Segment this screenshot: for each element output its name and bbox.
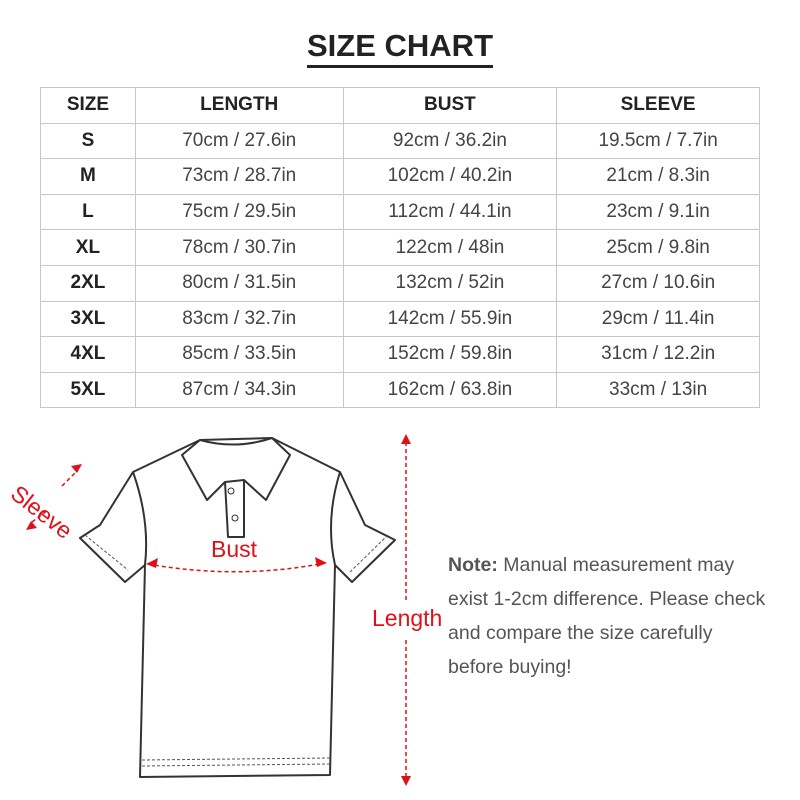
table-header-row: SIZE LENGTH BUST SLEEVE (40, 87, 760, 124)
measurement-cell: 152cm / 59.8in (342, 336, 558, 373)
measurement-cell: 73cm / 28.7in (134, 158, 344, 195)
measurement-cell: 19.5cm / 7.7in (556, 122, 760, 160)
measurement-cell: 142cm / 55.9in (342, 300, 558, 338)
table-row: 5XL 87cm / 34.3in 162cm / 63.8in 33cm / 13i… (40, 371, 760, 409)
measurement-note: Note: Manual measurement may exist 1-2cm… (448, 548, 768, 684)
page-title: SIZE CHART (0, 28, 800, 68)
measurement-cell: 87cm / 34.3in (134, 371, 344, 409)
table-row: L 75cm / 29.5in 112cm / 44.1in 23cm / 9.1in (40, 193, 760, 231)
column-header: BUST (342, 87, 558, 124)
size-cell: 2XL (40, 264, 136, 302)
measurement-cell: 102cm / 40.2in (342, 158, 558, 195)
measurement-cell: 27cm / 10.6in (556, 264, 760, 302)
size-cell: XL (40, 229, 136, 266)
measurement-cell: 75cm / 29.5in (134, 193, 344, 231)
measurement-cell: 23cm / 9.1in (556, 193, 760, 231)
measurement-cell: 92cm / 36.2in (342, 122, 558, 160)
measurement-cell: 162cm / 63.8in (342, 371, 558, 409)
table-row: M 73cm / 28.7in 102cm / 40.2in 21cm / 8.3in (40, 158, 760, 195)
measurement-cell: 21cm / 8.3in (556, 158, 760, 195)
size-cell: M (40, 158, 136, 195)
table-row: S 70cm / 27.6in 92cm / 36.2in 19.5cm / 7.7i… (40, 122, 760, 160)
measurement-cell: 83cm / 32.7in (134, 300, 344, 338)
sleeve-measure-line (31, 469, 79, 523)
size-cell: 5XL (40, 371, 136, 409)
table-row: 4XL 85cm / 33.5in 152cm / 59.8in 31cm / 12.… (40, 336, 760, 373)
column-header: LENGTH (134, 87, 344, 124)
measurement-cell: 85cm / 33.5in (134, 336, 344, 373)
title-text: SIZE CHART (307, 28, 493, 68)
column-header: SIZE (40, 87, 136, 124)
measurement-cell: 122cm / 48in (342, 229, 558, 266)
size-cell: L (40, 193, 136, 231)
shirt-placket (224, 480, 245, 538)
measurement-cell: 112cm / 44.1in (342, 193, 558, 231)
table-row: 3XL 83cm / 32.7in 142cm / 55.9in 29cm / 11.… (40, 300, 760, 338)
measurement-cell: 25cm / 9.8in (556, 229, 760, 266)
bust-measure-line (147, 562, 326, 573)
measurement-cell: 132cm / 52in (342, 264, 558, 302)
size-table: SIZE LENGTH BUST SLEEVE S 70cm / 27.6in 92cm … (40, 87, 760, 409)
column-header: SLEEVE (556, 87, 760, 124)
table-row: XL 78cm / 30.7in 122cm / 48in 25cm / 9.8in (40, 229, 760, 266)
table-row: 2XL 80cm / 31.5in 132cm / 52in 27cm / 10.6i… (40, 264, 760, 302)
measurement-cell: 70cm / 27.6in (134, 122, 344, 160)
shirt-body (79, 437, 396, 778)
note-text: Manual measurement may exist 1-2cm diffe… (448, 554, 766, 678)
bust-label: Bust (211, 536, 258, 562)
measurement-cell: 33cm / 13in (556, 371, 760, 409)
length-label: Length (372, 605, 443, 631)
measurement-cell: 31cm / 12.2in (556, 336, 760, 373)
measurement-cell: 80cm / 31.5in (134, 264, 344, 302)
size-cell: 3XL (40, 300, 136, 338)
polo-shirt-diagram (26, 434, 411, 786)
size-cell: S (40, 122, 136, 160)
size-cell: 4XL (40, 336, 136, 373)
measurement-cell: 29cm / 11.4in (556, 300, 760, 338)
measurement-cell: 78cm / 30.7in (134, 229, 344, 266)
note-label: Note: (448, 554, 498, 576)
